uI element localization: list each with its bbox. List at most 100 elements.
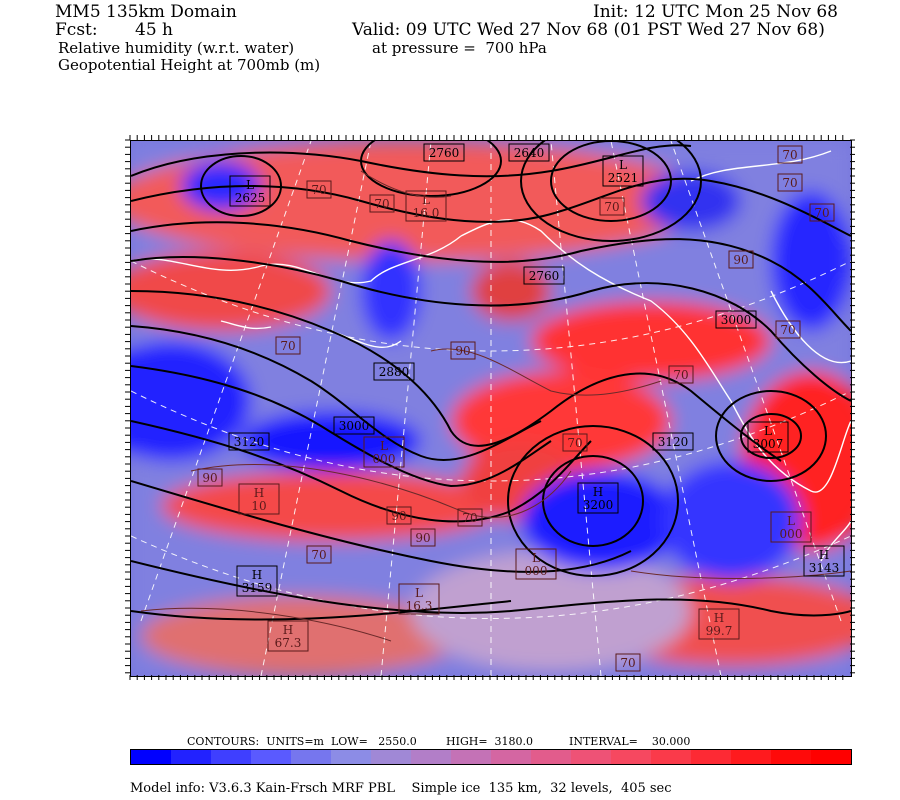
svg-text:70: 70 [280,339,295,353]
color-scale-cell [171,750,211,764]
map-plot: 2760 2640276028803000312030003120L2625L25… [131,141,851,676]
color-scale-cell [771,750,811,764]
height-contours [131,141,851,621]
contour-label: 2880 [373,362,415,381]
svg-text:3159: 3159 [242,581,273,595]
contours-caption: CONTOURS: UNITS=m LOW= 2550.0 [187,735,417,748]
pressure-level: at pressure = 700 hPa [372,39,547,57]
color-scale-cell [131,750,171,764]
pressure-center-label: L16.0 [405,190,447,222]
svg-text:2625: 2625 [235,191,266,205]
humidity-label: 90 [728,250,754,269]
pressure-center-label: H99.7 [698,608,740,640]
svg-text:99.7: 99.7 [706,624,733,638]
forecast-label: Fcst: [55,20,98,40]
svg-text:70: 70 [462,511,477,525]
svg-text:2760: 2760 [429,146,460,160]
svg-text:3000: 3000 [339,419,370,433]
humidity-label: 70 [369,194,395,213]
svg-text:3143: 3143 [809,561,840,575]
svg-text:90: 90 [733,253,748,267]
svg-text:90: 90 [391,509,406,523]
svg-text:3007: 3007 [753,437,784,451]
color-scale-cell [491,750,531,764]
forecast-hour: 45 h [135,20,173,40]
svg-text:90: 90 [455,344,470,358]
svg-text:90: 90 [202,471,217,485]
contour-label: 3120 [228,432,270,451]
svg-text:L: L [764,424,772,438]
color-scale-bar [130,749,852,765]
field-geopotential-height: Geopotential Height at 700mb (m) [58,56,321,74]
map-labels: 2760 2640276028803000312030003120L2625L25… [197,143,845,672]
svg-text:L: L [787,514,795,528]
svg-text:000: 000 [525,564,548,578]
color-scale-cell [211,750,251,764]
color-scale-cell [811,750,851,764]
humidity-label: 70 [275,336,301,355]
svg-text:16.3: 16.3 [406,599,433,613]
pressure-center-label: L16.3 [398,583,440,615]
frame-ticks [125,135,855,680]
map-panel: 2760 2640 2760 2880 3000 3120 3000 3120 L 2625 L 25… [130,140,852,677]
humidity-label: 70 [562,433,588,452]
svg-text:000: 000 [373,452,396,466]
color-scale-cell [651,750,691,764]
contour-label: 3120 [652,432,694,451]
field-relative-humidity: Relative humidity (w.r.t. water) [58,39,295,57]
humidity-label: 70 [615,653,641,672]
model-info: Model info: V3.6.3 Kain-Frsch MRF PBL Si… [130,781,672,796]
color-scale-cell [571,750,611,764]
svg-text:H: H [714,611,724,625]
svg-text:70: 70 [620,656,635,670]
svg-text:L: L [380,439,388,453]
contour-label: 3000 [715,310,757,329]
svg-text:70: 70 [604,200,619,214]
contour-label: 3000 [333,416,375,435]
graticule [131,141,851,676]
svg-text:70: 70 [311,183,326,197]
init-time: Init: 12 UTC Mon 25 Nov 68 [593,2,838,22]
color-scale-cell [411,750,451,764]
pressure-center-label: H10 [238,483,280,515]
svg-text:70: 70 [673,368,688,382]
humidity-label: 70 [777,145,803,164]
humidity-label: 90 [386,506,412,525]
humidity-label: 70 [775,320,801,339]
pressure-center-label: H67.3 [267,620,309,652]
humidity-label: 70 [306,180,332,199]
humidity-label: 90 [197,468,223,487]
valid-time: Valid: 09 UTC Wed 27 Nov 68 (01 PST Wed … [352,20,825,40]
color-scale-cell [611,750,651,764]
svg-text:L: L [422,193,430,207]
humidity-label: 70 [306,545,332,564]
svg-text:67.3: 67.3 [275,636,302,650]
svg-text:3120: 3120 [658,435,689,449]
domain-title: MM5 135km Domain [55,2,237,22]
svg-text:3200: 3200 [583,498,614,512]
svg-text:70: 70 [814,206,829,220]
svg-text:2640: 2640 [514,146,545,160]
humidity-label: 90 [450,341,476,360]
color-scale-cell [331,750,371,764]
color-scale-cell [691,750,731,764]
humidity-label: 70 [599,197,625,216]
svg-text:2521: 2521 [608,171,639,185]
svg-text:H: H [593,485,603,499]
humidity-label: 70 [809,203,835,222]
svg-text:L: L [532,551,540,565]
svg-text:16.0: 16.0 [413,206,440,220]
svg-text:H: H [819,548,829,562]
humidity-label: 70 [668,365,694,384]
color-scale-cell [451,750,491,764]
color-scale-cell [531,750,571,764]
contour-label: 2640 [508,143,550,162]
svg-text:10: 10 [251,499,266,513]
svg-text:70: 70 [567,436,582,450]
